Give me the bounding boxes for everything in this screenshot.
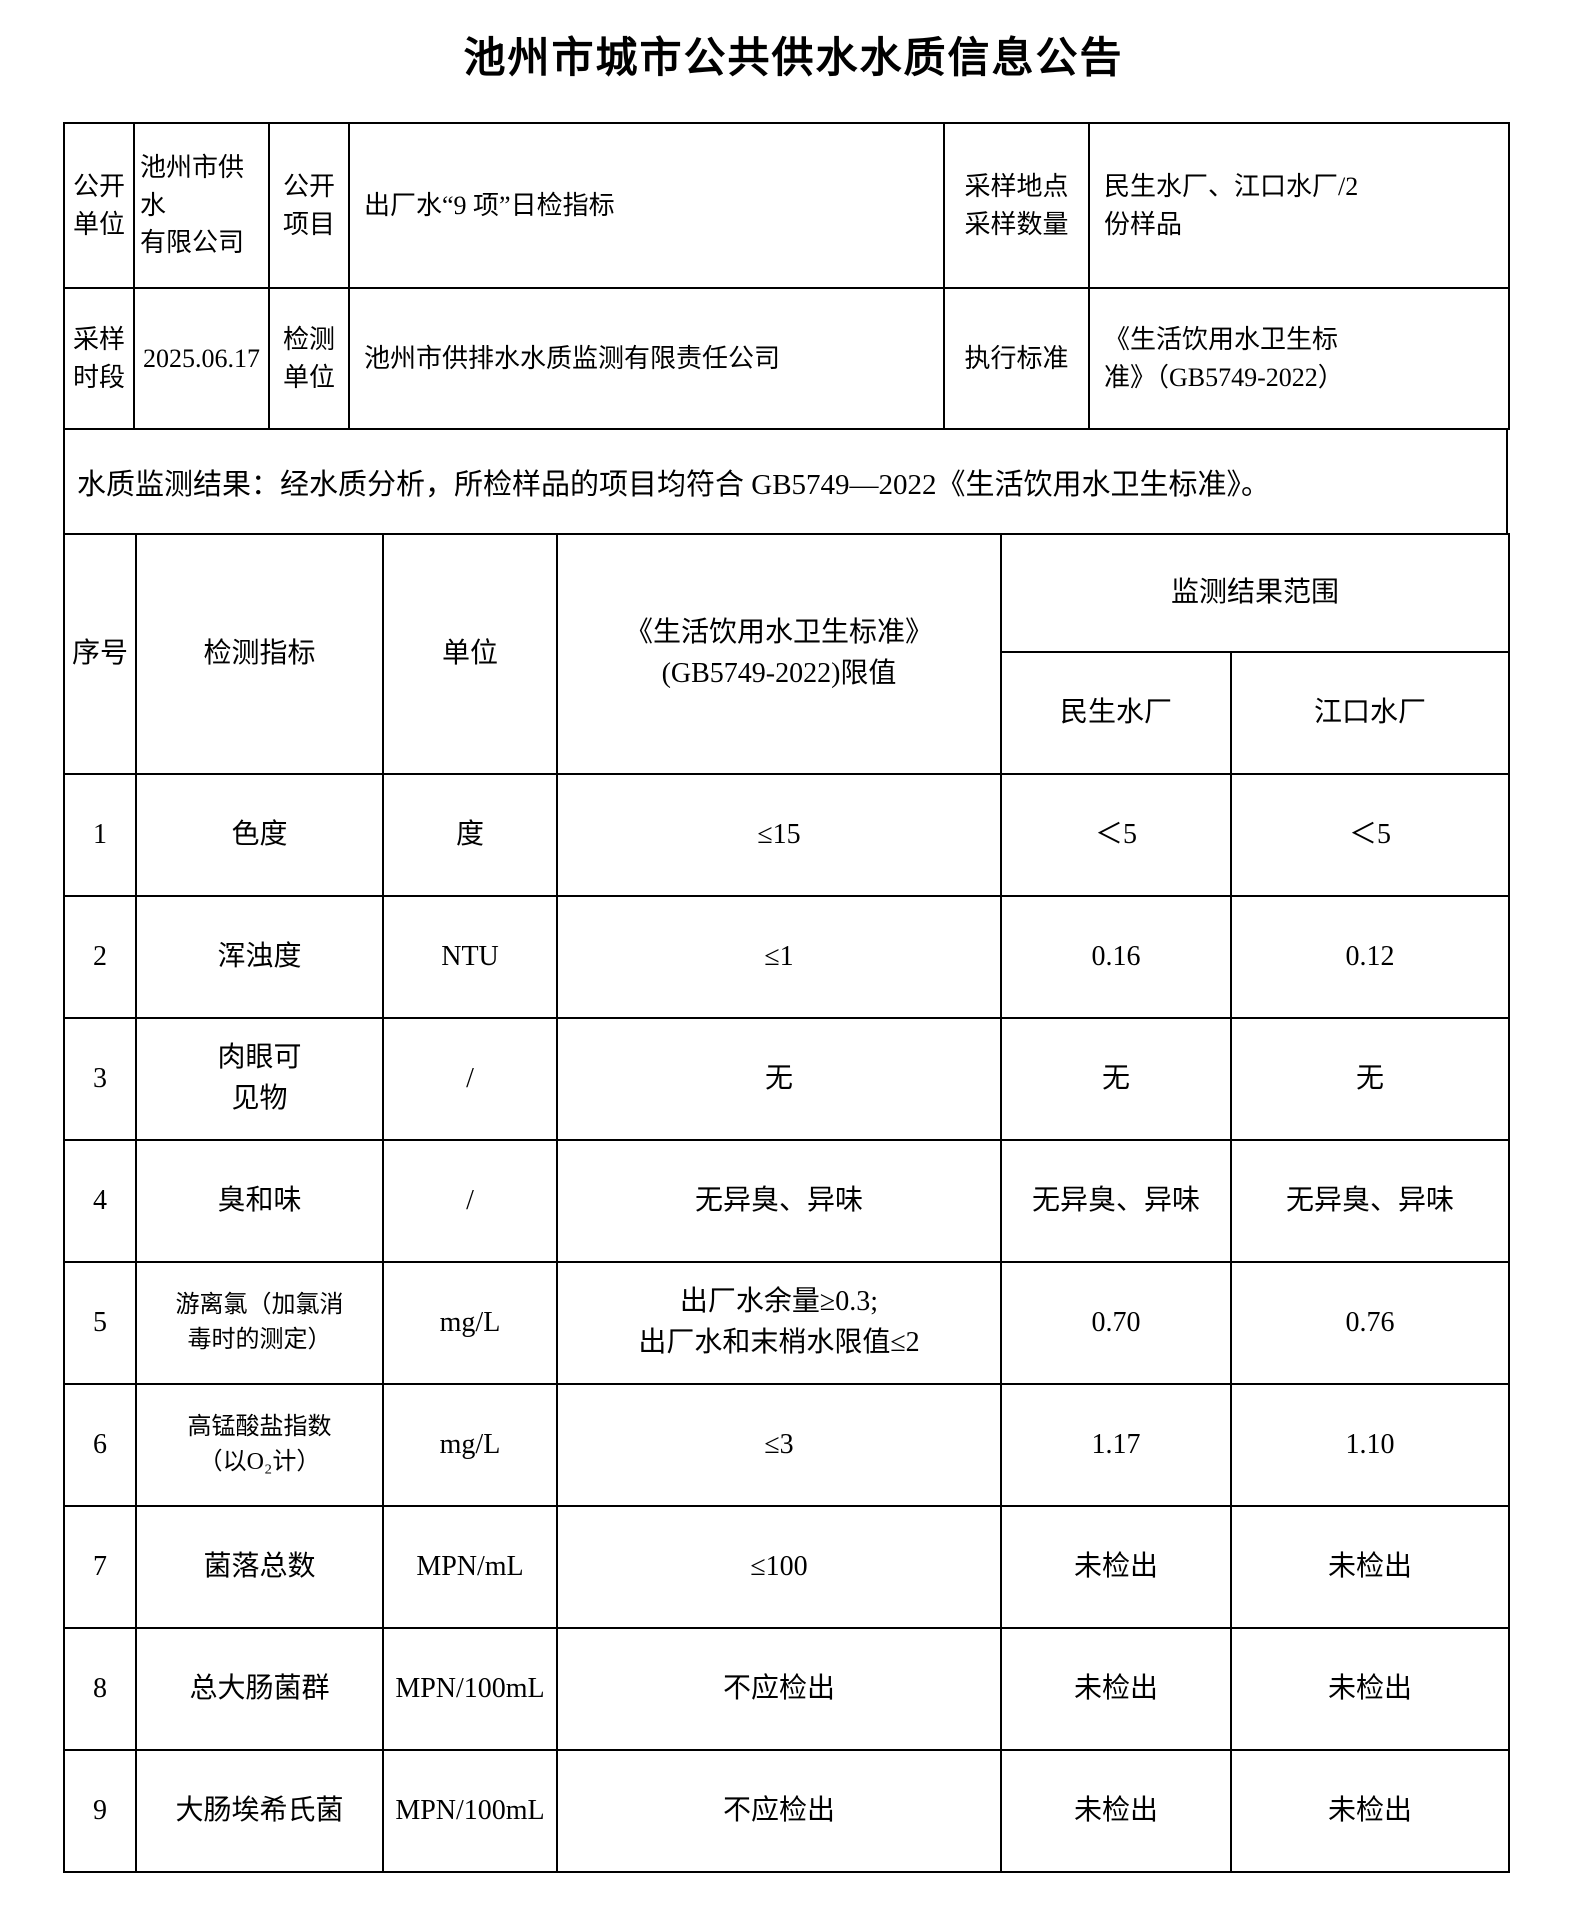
cell-indicator: 总大肠菌群	[135, 1627, 384, 1751]
cell-limit: 不应检出	[556, 1749, 1002, 1873]
cell-indicator: 菌落总数	[135, 1505, 384, 1629]
cell-result-jiangkou: 0.12	[1229, 895, 1511, 1019]
cell-result-minsheng: 未检出	[1000, 1505, 1232, 1629]
cell-unit: MPN/100mL	[382, 1749, 558, 1873]
table-row: 1 色度 度 ≤15 ＜5 ＜5	[63, 773, 1511, 897]
info-row-1: 公开 单位 池州市供水 有限公司 公开 项目 出厂水“9 项”日检指标 采样地点…	[63, 122, 1510, 289]
info-value-testing-unit: 池州市供排水水质监测有限责任公司	[348, 287, 945, 430]
cell-no: 8	[63, 1627, 137, 1751]
cell-no: 7	[63, 1505, 137, 1629]
cell-limit: 出厂水余量≥0.3; 出厂水和末梢水限值≤2	[556, 1261, 1002, 1385]
cell-limit: 不应检出	[556, 1627, 1002, 1751]
table-row: 7 菌落总数 MPN/mL ≤100 未检出 未检出	[63, 1505, 1511, 1629]
col-header-plant-jiangkou: 江口水厂	[1229, 651, 1511, 775]
cell-unit: /	[382, 1139, 558, 1263]
cell-result-minsheng: ＜5	[1000, 773, 1232, 897]
cell-unit: MPN/mL	[382, 1505, 558, 1629]
cell-limit: ≤3	[556, 1383, 1002, 1507]
info-value-disclosure-item: 出厂水“9 项”日检指标	[348, 122, 945, 289]
col-header-unit: 单位	[382, 533, 558, 775]
col-header-result-range: 监测结果范围	[999, 533, 1511, 653]
table-row: 4 臭和味 / 无异臭、异味 无异臭、异味 无异臭、异味	[63, 1139, 1511, 1263]
info-label-sampling-period: 采样 时段	[63, 287, 135, 430]
cell-indicator: 高锰酸盐指数 （以O₂计）	[135, 1383, 384, 1507]
col-header-limit: 《生活饮用水卫生标准》 (GB5749-2022)限值	[556, 533, 1002, 775]
cell-no: 3	[63, 1017, 137, 1141]
cell-indicator: 大肠埃希氏菌	[135, 1749, 384, 1873]
cell-indicator: 肉眼可 见物	[135, 1017, 384, 1141]
info-value-sampling-period: 2025.06.17	[133, 287, 270, 430]
info-label-testing-unit: 检测 单位	[268, 287, 350, 430]
table-row: 2 浑浊度 NTU ≤1 0.16 0.12	[63, 895, 1511, 1019]
cell-result-jiangkou: ＜5	[1229, 773, 1511, 897]
cell-result-minsheng: 1.17	[1000, 1383, 1232, 1507]
cell-result-jiangkou: 无	[1229, 1017, 1511, 1141]
col-header-indicator: 检测指标	[135, 533, 384, 775]
info-value-disclosure-unit: 池州市供水 有限公司	[133, 122, 270, 289]
results-table: 序号 检测指标 单位 《生活饮用水卫生标准》 (GB5749-2022)限值 监…	[63, 533, 1511, 1873]
col-header-no: 序号	[63, 533, 137, 775]
cell-unit: mg/L	[382, 1383, 558, 1507]
col-header-plant-minsheng: 民生水厂	[1000, 651, 1232, 775]
cell-result-jiangkou: 未检出	[1229, 1627, 1511, 1751]
cell-no: 4	[63, 1139, 137, 1263]
cell-indicator: 色度	[135, 773, 384, 897]
info-row-2: 采样 时段 2025.06.17 检测 单位 池州市供排水水质监测有限责任公司 …	[63, 287, 1510, 430]
cell-result-minsheng: 无	[1000, 1017, 1232, 1141]
cell-limit: ≤1	[556, 895, 1002, 1019]
table-row: 9 大肠埃希氏菌 MPN/100mL 不应检出 未检出 未检出	[63, 1749, 1511, 1873]
cell-unit: MPN/100mL	[382, 1627, 558, 1751]
content-area: 公开 单位 池州市供水 有限公司 公开 项目 出厂水“9 项”日检指标 采样地点…	[63, 122, 1511, 1873]
cell-no: 2	[63, 895, 137, 1019]
cell-result-jiangkou: 1.10	[1229, 1383, 1511, 1507]
cell-result-minsheng: 未检出	[1000, 1627, 1232, 1751]
cell-indicator: 游离氯（加氯消 毒时的测定）	[135, 1261, 384, 1385]
table-row: 6 高锰酸盐指数 （以O₂计） mg/L ≤3 1.17 1.10	[63, 1383, 1511, 1507]
cell-result-jiangkou: 无异臭、异味	[1229, 1139, 1511, 1263]
cell-limit: ≤100	[556, 1505, 1002, 1629]
cell-result-jiangkou: 未检出	[1229, 1749, 1511, 1873]
table-row: 8 总大肠菌群 MPN/100mL 不应检出 未检出 未检出	[63, 1627, 1511, 1751]
info-value-sampling-location-count: 民生水厂、江口水厂/2 份样品	[1088, 122, 1510, 289]
cell-result-minsheng: 0.16	[1000, 895, 1232, 1019]
page-title: 池州市城市公共供水水质信息公告	[463, 36, 1124, 82]
cell-unit: mg/L	[382, 1261, 558, 1385]
cell-no: 5	[63, 1261, 137, 1385]
result-statement: 水质监测结果：经水质分析，所检样品的项目均符合 GB5749—2022《生活饮用…	[63, 430, 1508, 533]
info-value-executive-standard: 《生活饮用水卫生标 准》（GB5749-2022）	[1088, 287, 1510, 430]
cell-limit: ≤15	[556, 773, 1002, 897]
table-row: 3 肉眼可 见物 / 无 无 无	[63, 1017, 1511, 1141]
cell-result-jiangkou: 0.76	[1229, 1261, 1511, 1385]
results-header-row-top: 序号 检测指标 单位 《生活饮用水卫生标准》 (GB5749-2022)限值 监…	[63, 533, 1511, 775]
cell-unit: 度	[382, 773, 558, 897]
info-table: 公开 单位 池州市供水 有限公司 公开 项目 出厂水“9 项”日检指标 采样地点…	[63, 122, 1510, 430]
info-label-executive-standard: 执行标准	[943, 287, 1090, 430]
cell-result-minsheng: 未检出	[1000, 1749, 1232, 1873]
info-label-sampling-location-count: 采样地点 采样数量	[943, 122, 1090, 289]
cell-no: 6	[63, 1383, 137, 1507]
cell-result-minsheng: 无异臭、异味	[1000, 1139, 1232, 1263]
cell-result-minsheng: 0.70	[1000, 1261, 1232, 1385]
cell-unit: /	[382, 1017, 558, 1141]
cell-limit: 无异臭、异味	[556, 1139, 1002, 1263]
results-header-row-plants: 民生水厂 江口水厂	[64, 651, 1511, 775]
cell-no: 1	[63, 773, 137, 897]
cell-no: 9	[63, 1749, 137, 1873]
table-row: 5 游离氯（加氯消 毒时的测定） mg/L 出厂水余量≥0.3; 出厂水和末梢水…	[63, 1261, 1511, 1385]
info-label-disclosure-unit: 公开 单位	[63, 122, 135, 289]
cell-indicator: 浑浊度	[135, 895, 384, 1019]
cell-result-jiangkou: 未检出	[1229, 1505, 1511, 1629]
cell-indicator: 臭和味	[135, 1139, 384, 1263]
info-label-disclosure-item: 公开 项目	[268, 122, 350, 289]
cell-limit: 无	[556, 1017, 1002, 1141]
cell-unit: NTU	[382, 895, 558, 1019]
